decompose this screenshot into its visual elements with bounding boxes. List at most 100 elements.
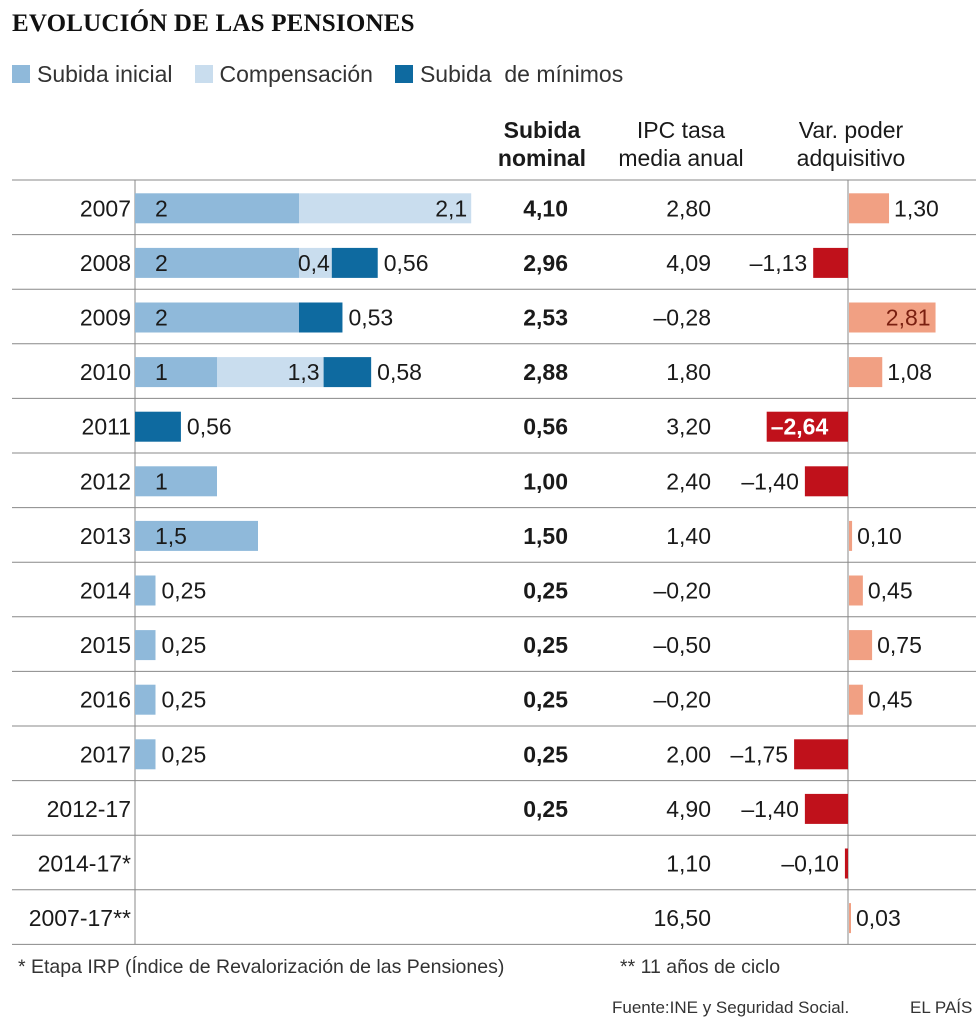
legend-item-inicial: Subida inicial xyxy=(12,61,173,88)
ipc-value: 16,50 xyxy=(653,905,711,931)
header-nominal-line2: nominal xyxy=(497,145,587,171)
var-label: –1,13 xyxy=(750,250,808,276)
bar-label-inicial: 0,25 xyxy=(162,578,207,604)
nominal-value: 2,53 xyxy=(523,305,568,331)
bar-inicial xyxy=(135,684,156,715)
row-label: 2016 xyxy=(80,687,131,713)
legend-label-inicial: Subida inicial xyxy=(37,60,173,87)
ipc-value: 4,09 xyxy=(666,250,711,276)
row-label: 2015 xyxy=(80,632,131,658)
row-label: 2014 xyxy=(80,578,131,604)
nominal-value: 0,25 xyxy=(523,632,568,658)
var-bar-negative xyxy=(813,247,848,278)
bar-label-minimos: 0,58 xyxy=(377,359,422,385)
bar-minimos xyxy=(135,411,181,442)
row-label: 2009 xyxy=(80,305,131,331)
ipc-value: –0,20 xyxy=(653,578,711,604)
row-label: 2010 xyxy=(80,359,131,385)
bar-label-inicial: 1 xyxy=(155,359,168,385)
row-label: 2008 xyxy=(80,250,131,276)
nominal-value: 0,25 xyxy=(523,578,568,604)
bar-inicial xyxy=(135,630,156,661)
var-label: –1,40 xyxy=(741,796,799,822)
ipc-value: 2,40 xyxy=(666,468,711,494)
var-label: 0,45 xyxy=(868,687,913,713)
var-label: –1,40 xyxy=(741,468,799,494)
var-label: –0,10 xyxy=(781,851,839,877)
bar-inicial xyxy=(135,357,217,388)
bar-label-inicial: 0,25 xyxy=(162,741,207,767)
bar-label-inicial: 1,5 xyxy=(155,523,187,549)
bar-label-inicial: 1 xyxy=(155,468,168,494)
legend-swatch-compensacion xyxy=(194,65,213,83)
var-bar-positive xyxy=(849,575,863,606)
bar-minimos xyxy=(331,247,378,278)
ipc-value: 1,80 xyxy=(666,359,711,385)
bar-label-minimos: 0,56 xyxy=(187,414,232,440)
var-label: 1,08 xyxy=(887,359,932,385)
var-label: –2,64 xyxy=(771,414,829,440)
var-bar-positive xyxy=(849,193,890,224)
var-label: 1,30 xyxy=(894,195,939,221)
bar-label-inicial: 2 xyxy=(155,195,168,221)
row-label: 2011 xyxy=(82,414,131,440)
var-bar-negative xyxy=(804,466,848,497)
ipc-value: –0,50 xyxy=(653,632,711,658)
legend-label-compensacion: Compensación xyxy=(219,60,373,87)
bar-label-compensacion: 0,4 xyxy=(298,250,330,276)
nominal-value: 0,56 xyxy=(523,414,568,440)
ipc-value: 2,80 xyxy=(666,195,711,221)
bar-label-inicial: 2 xyxy=(155,250,168,276)
bar-label-inicial: 2 xyxy=(155,305,168,331)
bar-inicial xyxy=(135,247,299,278)
var-bar-negative xyxy=(804,793,848,824)
ipc-value: 1,10 xyxy=(666,851,711,877)
var-bar-positive xyxy=(849,520,853,551)
nominal-value: 1,00 xyxy=(523,468,568,494)
footnote-cycle: ** 11 años de ciclo xyxy=(620,956,781,978)
nominal-value: 2,96 xyxy=(523,250,568,276)
header-var-line1: Var. poder xyxy=(798,117,904,143)
header-nominal: Subida nominal xyxy=(490,116,594,172)
var-bar-negative xyxy=(794,739,848,770)
bar-inicial xyxy=(135,575,156,606)
header-var: Var. poder adquisitivo xyxy=(776,116,926,172)
ipc-value: –0,28 xyxy=(653,305,711,331)
bar-inicial xyxy=(135,520,258,551)
bar-label-minimos: 0,53 xyxy=(348,305,393,331)
row-label: 2013 xyxy=(80,523,131,549)
row-label: 2014-17* xyxy=(38,851,131,877)
nominal-value: 0,25 xyxy=(523,796,568,822)
legend-item-compensacion: Compensación xyxy=(194,60,373,88)
var-bar-positive xyxy=(849,630,873,661)
row-label: 2017 xyxy=(80,741,131,767)
var-label: 2,81 xyxy=(886,305,931,331)
header-nominal-line1: Subida xyxy=(503,117,581,143)
ipc-value: 2,00 xyxy=(666,741,711,767)
var-bar-negative xyxy=(844,848,848,879)
row-label: 2012 xyxy=(80,468,131,494)
nominal-value: 2,88 xyxy=(523,359,568,385)
nominal-value: 4,10 xyxy=(523,195,568,221)
var-label: 0,75 xyxy=(877,632,922,658)
legend-label-minimos: Subida de mínimos xyxy=(419,60,624,87)
legend: Subida inicial Compensación Subida de mí… xyxy=(12,60,645,88)
bar-label-inicial: 0,25 xyxy=(162,687,207,713)
ipc-value: 3,20 xyxy=(666,414,711,440)
var-bar-positive xyxy=(849,302,936,333)
var-bar-negative xyxy=(766,411,848,442)
ipc-value: 4,90 xyxy=(666,796,711,822)
bar-label-inicial: 0,25 xyxy=(162,632,207,658)
var-bar-positive xyxy=(849,357,883,388)
var-label: 0,03 xyxy=(856,905,901,931)
brand-credit: EL PAÍS xyxy=(910,998,973,1017)
bar-label-compensacion: 2,1 xyxy=(435,195,467,221)
legend-swatch-minimos xyxy=(394,65,413,83)
var-bar-positive xyxy=(849,684,863,715)
var-label: 0,45 xyxy=(868,578,913,604)
chart-title: EVOLUCIÓN DE LAS PENSIONES xyxy=(12,10,415,37)
footnote-irp: * Etapa IRP (Índice de Revalorización de… xyxy=(18,956,505,978)
bar-compensacion xyxy=(299,247,332,278)
bar-inicial xyxy=(135,193,299,224)
